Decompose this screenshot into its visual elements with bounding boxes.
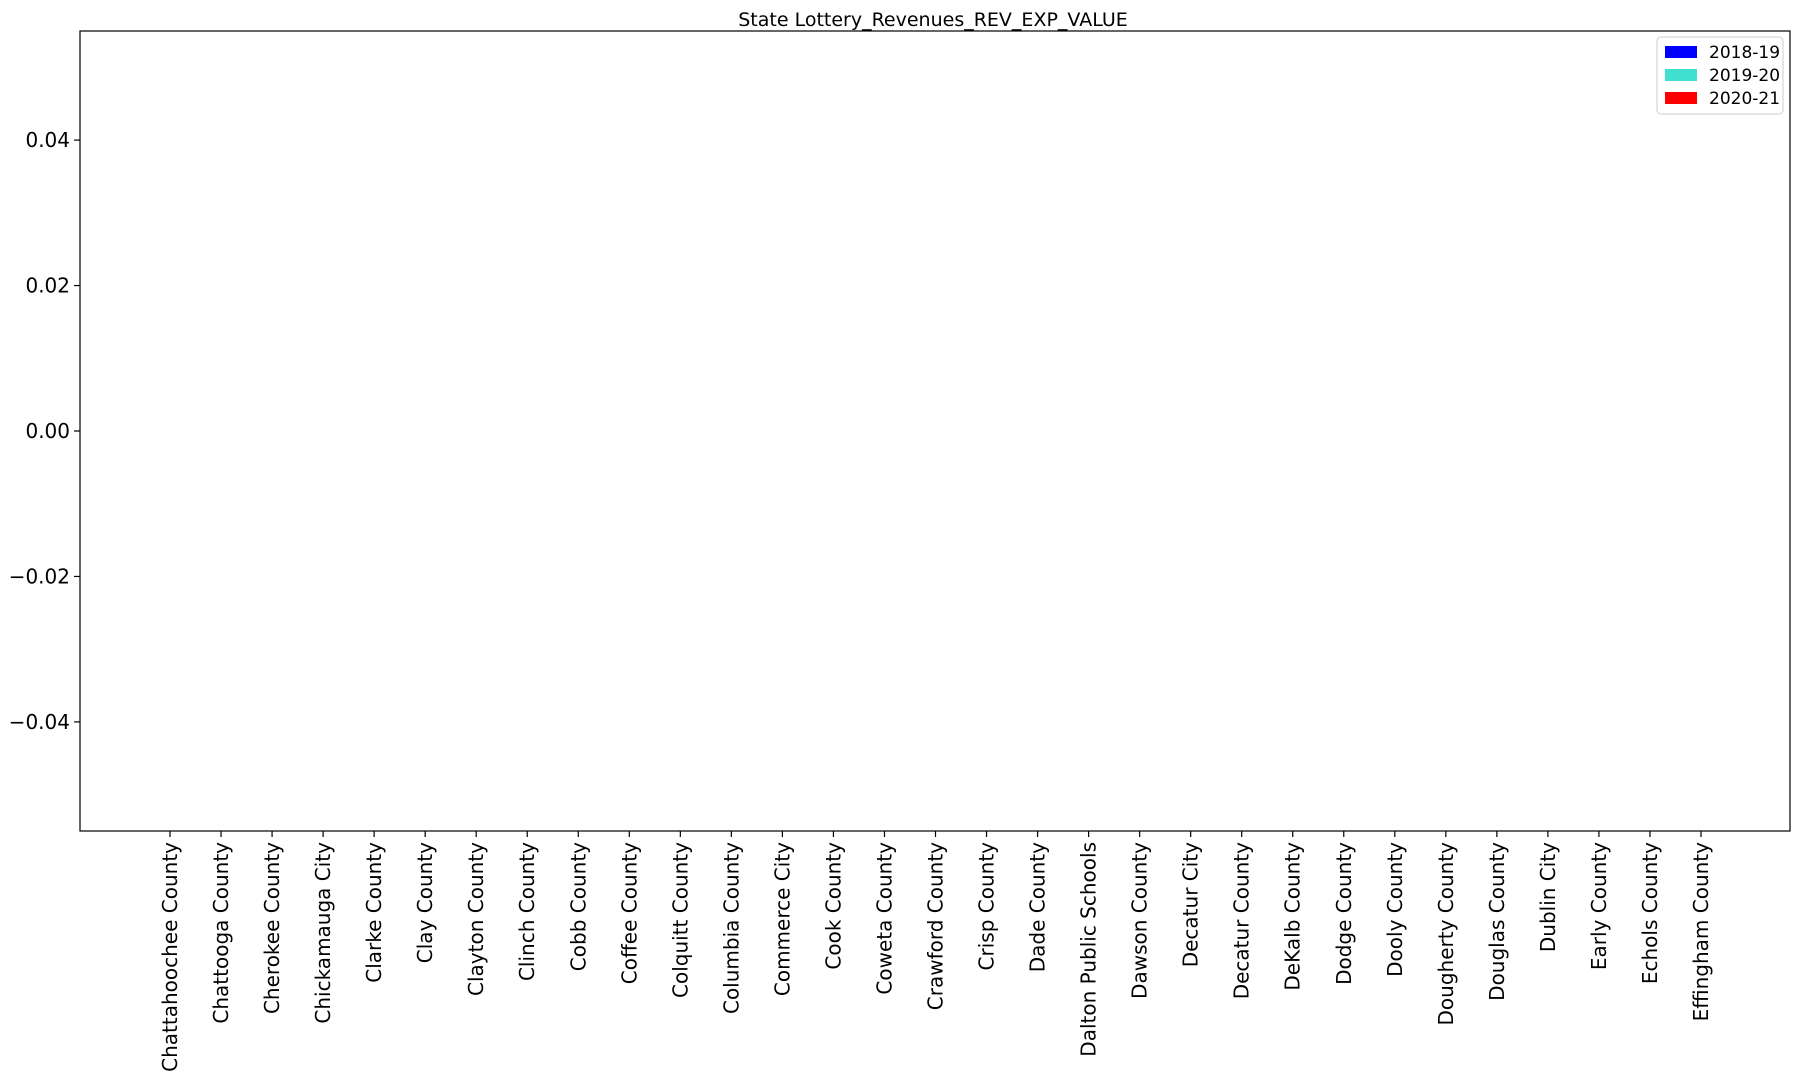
x-tick-label: Colquitt County	[668, 842, 692, 998]
x-tick-label: Cobb County	[566, 842, 590, 971]
x-tick-label: Clayton County	[464, 842, 488, 996]
x-tick-label: Early County	[1587, 842, 1611, 970]
legend-swatch	[1665, 46, 1697, 58]
legend-swatch	[1665, 69, 1697, 81]
x-tick-label: Coweta County	[872, 842, 896, 995]
x-tick-label: Effingham County	[1689, 842, 1713, 1022]
legend-swatch	[1665, 92, 1697, 104]
y-tick-label: −0.02	[9, 564, 70, 588]
y-tick-label: 0.04	[25, 128, 70, 152]
plot-frame	[79, 30, 1791, 832]
x-tick-label: Clarke County	[362, 842, 386, 983]
legend: 2018-19 2019-20 2020-21	[1656, 36, 1784, 115]
x-tick-label: Decatur City	[1179, 842, 1203, 967]
x-tick-label: Dougherty County	[1434, 842, 1458, 1026]
x-tick-label: Clay County	[413, 842, 437, 963]
x-tick-label: Crawford County	[924, 842, 948, 1010]
x-tick-label: Douglas County	[1485, 842, 1509, 1001]
x-tick-label: Dublin City	[1536, 842, 1560, 952]
legend-label: 2018-19	[1709, 43, 1780, 63]
x-tick-label: Cook County	[821, 842, 845, 970]
x-tick-label: Decatur County	[1230, 842, 1254, 999]
y-tick-label: −0.04	[9, 710, 70, 734]
x-tick-label: Clinch County	[515, 842, 539, 981]
y-tick-label: 0.02	[25, 274, 70, 298]
x-tick-label: Dade County	[1026, 842, 1050, 972]
x-tick-label: Chattahoochee County	[158, 842, 182, 1072]
x-tick-label: Commerce City	[770, 842, 794, 996]
x-tick-label: DeKalb County	[1281, 842, 1305, 991]
x-tick-label: Cherokee County	[260, 842, 284, 1014]
x-tick-label: Chattooga County	[209, 842, 233, 1024]
x-tick-label: Dooly County	[1383, 842, 1407, 977]
x-tick-label: Chickamauga City	[311, 842, 335, 1024]
x-axis: Chattahoochee County Chattooga County Cher…	[158, 831, 1713, 1072]
y-axis: 0.04 0.02 0.00 −0.02 −0.04	[9, 128, 80, 734]
legend-label: 2020-21	[1709, 89, 1780, 109]
x-tick-label: Columbia County	[719, 842, 743, 1014]
y-tick-label: 0.00	[25, 419, 70, 443]
x-tick-label: Crisp County	[975, 842, 999, 971]
chart-title: State Lottery_Revenues_REV_EXP_VALUE	[738, 9, 1128, 31]
x-tick-label: Echols County	[1638, 842, 1662, 984]
x-tick-label: Coffee County	[617, 842, 641, 984]
x-tick-label: Dawson County	[1128, 842, 1152, 999]
x-tick-label: Dalton Public Schools	[1077, 842, 1101, 1057]
x-tick-label: Dodge County	[1332, 842, 1356, 985]
legend-label: 2019-20	[1709, 66, 1780, 86]
